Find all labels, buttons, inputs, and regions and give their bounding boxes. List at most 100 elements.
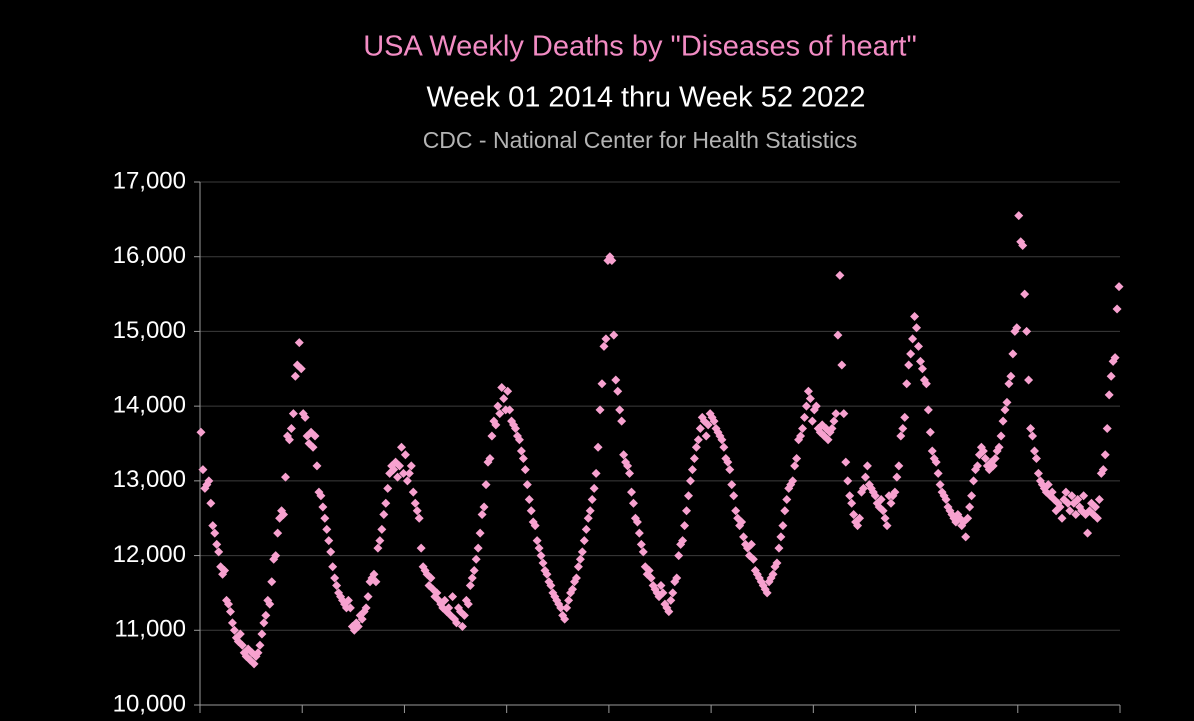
- data-point: [511, 424, 521, 434]
- data-point: [485, 453, 495, 463]
- data-point: [373, 543, 383, 553]
- data-point: [798, 424, 808, 434]
- data-point: [693, 435, 703, 445]
- data-point: [823, 435, 833, 445]
- data-point: [904, 360, 914, 370]
- data-point: [601, 334, 611, 344]
- data-point: [908, 334, 918, 344]
- data-point: [229, 625, 239, 635]
- data-point: [220, 566, 230, 576]
- data-point: [393, 472, 403, 482]
- data-point: [915, 356, 925, 366]
- data-point: [237, 640, 247, 650]
- data-point: [619, 450, 629, 460]
- data-point: [636, 539, 646, 549]
- data-point: [479, 502, 489, 512]
- data-point: [803, 386, 813, 396]
- data-point: [1104, 390, 1114, 400]
- y-tick-label: 16,000: [113, 242, 186, 269]
- data-point: [972, 461, 982, 471]
- data-point: [628, 498, 638, 508]
- data-point: [587, 495, 597, 505]
- data-point: [685, 476, 695, 486]
- data-point: [898, 424, 908, 434]
- data-point: [585, 506, 595, 516]
- data-point: [632, 517, 642, 527]
- y-tick-label: 12,000: [113, 541, 186, 568]
- data-point: [1100, 450, 1110, 460]
- data-point: [656, 580, 666, 590]
- data-point: [892, 472, 902, 482]
- data-point: [416, 543, 426, 553]
- y-tick-label: 15,000: [113, 317, 186, 344]
- data-point: [318, 502, 328, 512]
- data-point: [858, 483, 868, 493]
- data-point: [853, 521, 863, 531]
- data-point: [261, 610, 271, 620]
- data-point: [363, 592, 373, 602]
- data-point: [782, 495, 792, 505]
- data-point: [495, 409, 505, 419]
- data-point: [811, 401, 821, 411]
- data-point: [320, 513, 330, 523]
- data-point: [672, 573, 682, 583]
- data-point: [1006, 371, 1016, 381]
- data-point: [497, 382, 507, 392]
- data-point: [668, 588, 678, 598]
- y-tick-label: 10,000: [113, 690, 186, 717]
- data-point: [408, 487, 418, 497]
- data-point: [487, 431, 497, 441]
- data-point: [324, 536, 334, 546]
- data-point: [377, 524, 387, 534]
- data-point: [910, 311, 920, 321]
- data-point: [1057, 513, 1067, 523]
- data-point: [227, 618, 237, 628]
- data-point: [493, 401, 503, 411]
- data-point: [312, 461, 322, 471]
- data-point: [615, 405, 625, 415]
- data-point: [448, 592, 458, 602]
- data-point: [880, 513, 890, 523]
- data-point: [613, 386, 623, 396]
- y-tick-label: 13,000: [113, 466, 186, 493]
- data-point: [457, 622, 467, 632]
- data-point: [520, 465, 530, 475]
- data-point: [841, 457, 851, 467]
- data-point: [680, 521, 690, 531]
- data-point: [473, 543, 483, 553]
- data-point: [1114, 282, 1124, 292]
- data-point: [404, 468, 414, 478]
- data-point: [607, 255, 617, 265]
- data-point: [835, 270, 845, 280]
- data-point: [746, 539, 756, 549]
- data-point: [886, 498, 896, 508]
- data-point: [286, 424, 296, 434]
- data-point: [990, 453, 1000, 463]
- data-point: [626, 487, 636, 497]
- data-point: [1022, 326, 1032, 336]
- data-point: [332, 580, 342, 590]
- data-point: [684, 491, 694, 501]
- data-point: [271, 551, 281, 561]
- data-point: [933, 468, 943, 478]
- data-point: [406, 461, 416, 471]
- data-point: [530, 521, 540, 531]
- data-point: [214, 547, 224, 557]
- data-point: [204, 476, 214, 486]
- data-point: [477, 509, 487, 519]
- data-point: [524, 495, 534, 505]
- data-point: [1004, 379, 1014, 389]
- data-point: [878, 506, 888, 516]
- data-point: [400, 450, 410, 460]
- y-tick-label: 11,000: [114, 616, 186, 643]
- data-point: [1092, 513, 1102, 523]
- data-point: [357, 614, 367, 624]
- data-point: [729, 491, 739, 501]
- data-point: [780, 506, 790, 516]
- data-point: [491, 420, 501, 430]
- data-point: [701, 431, 711, 441]
- data-point: [723, 457, 733, 467]
- data-point: [1012, 323, 1022, 333]
- data-point: [1073, 495, 1083, 505]
